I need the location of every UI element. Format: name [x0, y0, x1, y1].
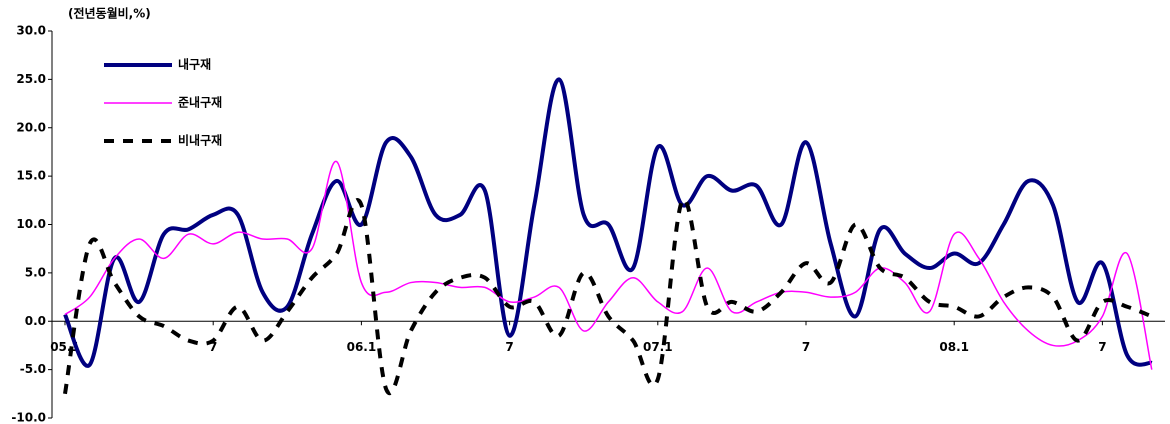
y-tick-label: 5.0: [25, 265, 46, 279]
y-tick-label: 0.0: [25, 314, 46, 328]
y-tick-label: -5.0: [20, 362, 46, 376]
y-tick-label: -10.0: [11, 411, 46, 424]
x-tick-label: 07.1: [643, 340, 673, 354]
y-tick-label: 20.0: [16, 120, 46, 134]
y-tick-label: 10.0: [16, 217, 46, 231]
x-tick-label: 08.1: [939, 340, 969, 354]
legend-label: 준내구재: [178, 95, 222, 110]
x-tick-label: 7: [505, 340, 513, 354]
x-tick-label: 7: [802, 340, 810, 354]
y-tick-label: 30.0: [16, 24, 46, 38]
legend-label: 내구재: [178, 57, 211, 72]
y-tick-label: 25.0: [16, 72, 46, 86]
x-tick-label: 06.1: [347, 340, 377, 354]
x-tick-label: 7: [1098, 340, 1106, 354]
x-tick-label: 7: [209, 340, 217, 354]
series-line: [64, 160, 1153, 370]
series-line: [63, 197, 1153, 395]
y-tick-label: 15.0: [16, 169, 46, 183]
series-line: [63, 77, 1153, 368]
y-axis-label: (전년동월비,%): [68, 6, 151, 21]
legend-label: 비내구재: [178, 133, 222, 148]
